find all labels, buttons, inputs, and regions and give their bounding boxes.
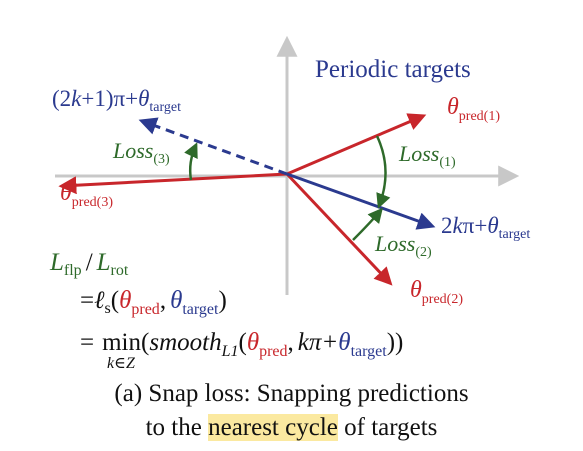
pred3-label: θpred(3) [60, 180, 113, 210]
loss2-label: Loss(2) [374, 231, 432, 260]
target-arrow [286, 172, 436, 230]
pred3-arrow [58, 172, 288, 195]
loss2-arc [352, 207, 383, 241]
caption-pre: to the [145, 414, 209, 441]
caption-line1: (a) Snap loss: Snapping predictions [114, 380, 469, 407]
loss3-arc [184, 142, 198, 181]
diagram-title: Periodic targets [315, 56, 471, 83]
loss1-arc [375, 135, 391, 209]
caption-post: of targets [337, 414, 438, 441]
loss3-label: Loss(3) [112, 138, 170, 167]
caption-highlight: nearest cycle [208, 414, 338, 441]
pred2-label: θpred(2) [410, 277, 463, 307]
flip-target-label: (2k+1)π+θtarget [52, 86, 181, 115]
formula-line3: = min(smoothL1(θpred, kπ+θtarget)) [80, 329, 403, 360]
formula-lhs: Lflp / Lrot [49, 249, 129, 279]
loss1-label: Loss(1) [398, 141, 456, 170]
target-label: 2kπ+θtarget [441, 213, 530, 242]
flip-target-arrow [138, 117, 288, 176]
formula-line2: =ℓs(θpred, θtarget) [80, 287, 227, 318]
pred1-label: θpred(1) [447, 94, 500, 124]
min-subscript: k∈Z [107, 355, 136, 372]
pred1-arrow [286, 113, 427, 176]
caption-line2: to the nearest cycle of targets [0, 414, 583, 442]
pred2-arrow [285, 172, 393, 286]
